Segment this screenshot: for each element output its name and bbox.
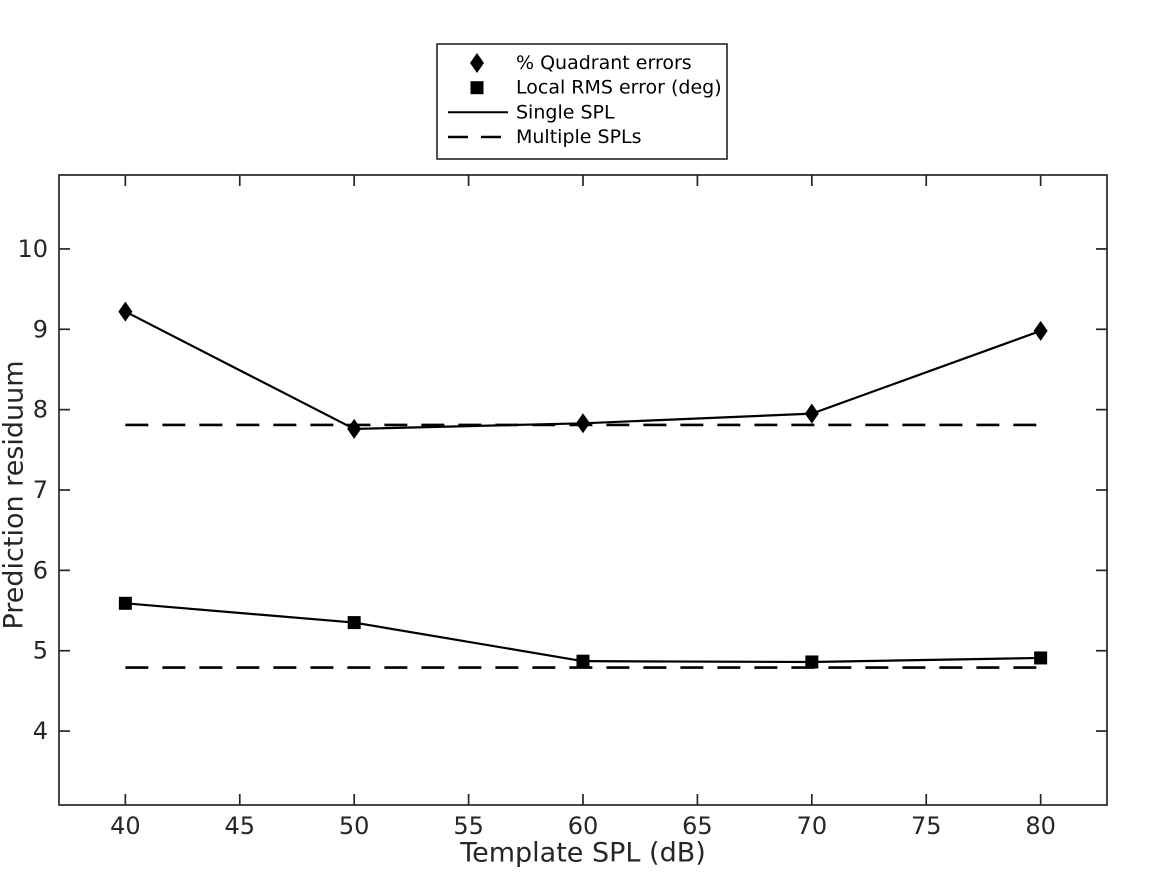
square-marker xyxy=(347,616,361,630)
legend-diamond-icon xyxy=(470,53,484,73)
y-tick-label: 5 xyxy=(33,637,48,665)
y-tick-label: 7 xyxy=(33,476,48,504)
x-tick-label: 75 xyxy=(911,812,942,840)
diamond-marker xyxy=(804,403,819,424)
y-tick-label: 10 xyxy=(17,235,48,263)
y-tick-label: 6 xyxy=(33,556,48,584)
y-tick-label: 4 xyxy=(33,717,48,745)
x-tick-label: 45 xyxy=(224,812,255,840)
diamond-marker xyxy=(576,413,590,434)
diamond-marker xyxy=(1033,320,1048,341)
series-line-solid xyxy=(124,310,1042,431)
legend-label: Local RMS error (deg) xyxy=(516,77,722,99)
x-tick-label: 60 xyxy=(568,812,599,840)
x-tick-label: 55 xyxy=(453,812,484,840)
legend-square-icon xyxy=(470,81,484,95)
y-tick-label: 8 xyxy=(33,396,48,424)
x-tick-label: 80 xyxy=(1025,812,1056,840)
y-tick-label: 9 xyxy=(33,315,48,343)
legend: % Quadrant errors Local RMS error (deg)Si… xyxy=(436,43,728,160)
square-marker xyxy=(805,655,819,669)
diamond-marker xyxy=(118,301,133,322)
legend-label: Multiple SPLs xyxy=(516,126,642,148)
x-tick-label: 40 xyxy=(110,812,141,840)
legend-label: Single SPL xyxy=(516,101,615,123)
legend-label: % Quadrant errors xyxy=(516,52,692,74)
x-tick-label: 50 xyxy=(339,812,370,840)
x-axis-label: Template SPL (dB) xyxy=(459,838,706,869)
y-axis-label: Prediction residuum xyxy=(0,360,30,629)
square-marker xyxy=(576,654,590,668)
axes-frame xyxy=(58,174,1108,806)
diamond-marker xyxy=(347,418,362,439)
legend-box xyxy=(436,43,728,160)
square-marker xyxy=(118,596,132,610)
x-tick-label: 65 xyxy=(682,812,713,840)
x-tick-label: 70 xyxy=(797,812,828,840)
series-line-solid xyxy=(125,602,1041,664)
square-marker xyxy=(1034,651,1048,665)
